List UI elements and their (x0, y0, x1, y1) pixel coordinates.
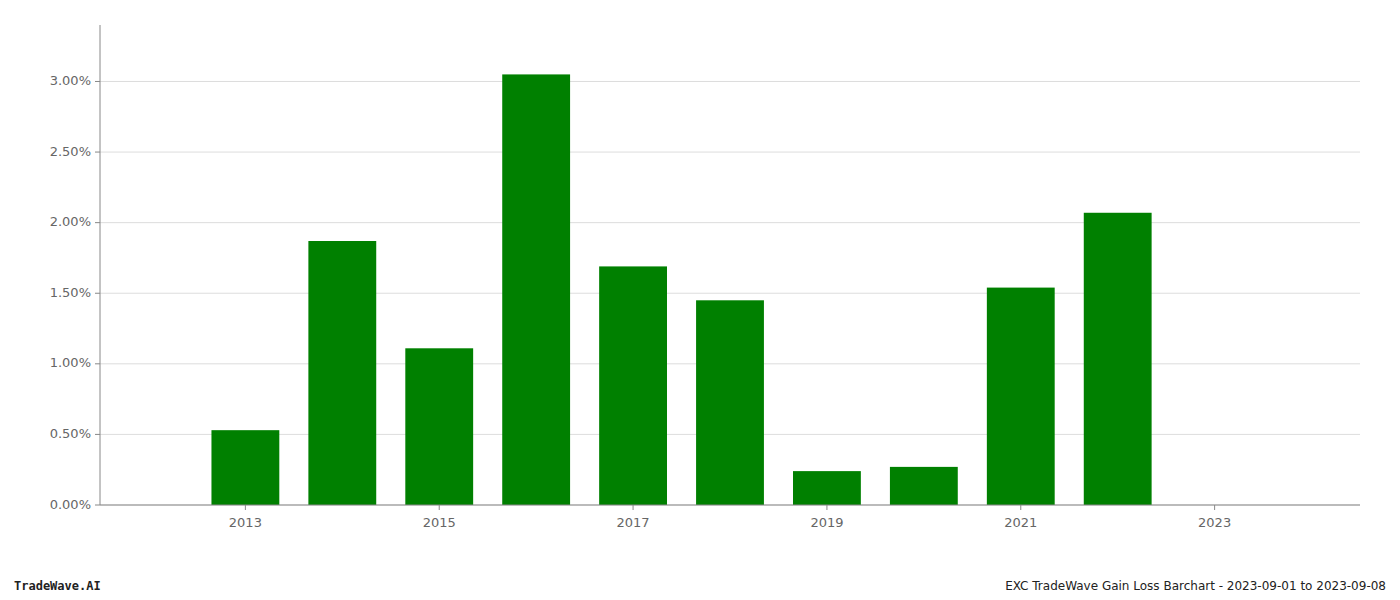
bar (696, 300, 764, 505)
footer-left: TradeWave.AI (14, 579, 101, 593)
y-tick-label: 3.00% (50, 73, 91, 88)
chart: 0.00% 0.50% 1.00% 1.50% 2.00% 2.50% 3.00% 2013 2… (0, 0, 1400, 600)
x-tick-label: 2021 (1004, 515, 1037, 530)
bar (599, 266, 667, 505)
x-tick (633, 505, 634, 510)
y-tick (95, 434, 100, 435)
grid-line (100, 81, 1360, 82)
x-tick-label: 2017 (617, 515, 650, 530)
grid-line (100, 505, 1360, 506)
chart-container: 0.00% 0.50% 1.00% 1.50% 2.00% 2.50% 3.00% 2013 2… (0, 0, 1400, 600)
y-tick (95, 222, 100, 223)
x-tick (1214, 505, 1215, 510)
footer-right: EXC TradeWave Gain Loss Barchart - 2023-… (1005, 579, 1386, 593)
bar (308, 241, 376, 505)
grid-line (100, 222, 1360, 223)
y-tick (95, 505, 100, 506)
y-tick-label: 1.50% (50, 285, 91, 300)
y-tick-label: 1.00% (50, 355, 91, 370)
x-tick (439, 505, 440, 510)
x-tick (826, 505, 827, 510)
bar (1084, 213, 1152, 505)
background (0, 0, 1400, 600)
y-tick (95, 152, 100, 153)
y-tick (95, 293, 100, 294)
x-tick-label: 2013 (229, 515, 262, 530)
x-tick-label: 2023 (1198, 515, 1231, 530)
y-tick-label: 0.50% (50, 426, 91, 441)
grid-line (100, 293, 1360, 294)
y-axis-line (100, 25, 101, 505)
x-tick (1020, 505, 1021, 510)
x-tick-label: 2019 (810, 515, 843, 530)
x-tick-label: 2015 (423, 515, 456, 530)
bars (211, 74, 1151, 505)
y-tick-label: 2.50% (50, 144, 91, 159)
bar (890, 467, 958, 505)
bar (211, 430, 279, 505)
y-tick-label: 2.00% (50, 214, 91, 229)
y-tick (95, 363, 100, 364)
bar (793, 471, 861, 505)
x-axis-line (100, 505, 1360, 506)
x-tick (245, 505, 246, 510)
bar (405, 348, 473, 505)
grid-line (100, 152, 1360, 153)
bar (502, 74, 570, 505)
y-tick-label: 0.00% (50, 497, 91, 512)
grid (100, 81, 1360, 505)
bar (987, 288, 1055, 505)
y-tick (95, 81, 100, 82)
axes: 0.00% 0.50% 1.00% 1.50% 2.00% 2.50% 3.00% 2013 2… (50, 25, 1360, 530)
